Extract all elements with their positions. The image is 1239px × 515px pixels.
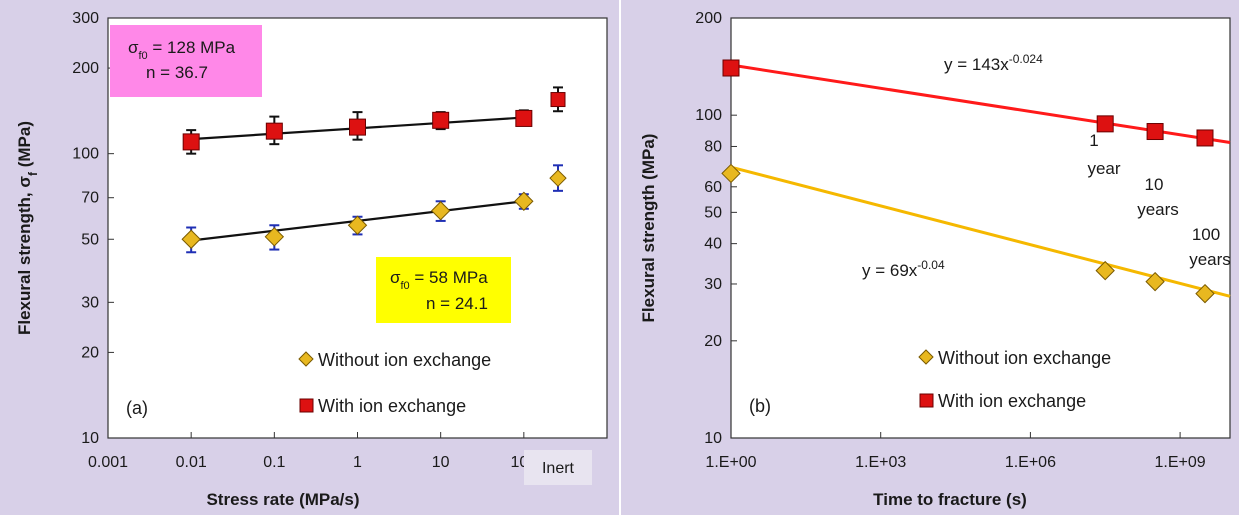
- panel-b-y-tick-label: 60: [704, 179, 722, 196]
- panel-a-x-tick-label: 0.001: [88, 454, 128, 471]
- panel-a-inert-point-with: [550, 92, 566, 108]
- panel-b-legend-label-without: Without ion exchange: [938, 348, 1111, 368]
- panel-b-y-tick-label: 20: [704, 333, 722, 350]
- panel-b-y-tick-label: 50: [704, 204, 722, 221]
- panel-b-legend: Without ion exchange With ion exchange: [918, 348, 1111, 411]
- panel-a-legend-square-icon: [299, 398, 314, 413]
- yellow-box-line-1: σf0 = 58 MPa: [390, 268, 488, 292]
- panel-b-y-tick-label: 200: [695, 10, 722, 27]
- panel-a-label: (a): [126, 398, 148, 418]
- panel-b-point-with-ion-exchange: [1146, 123, 1164, 141]
- panel-a-marks: [181, 86, 567, 254]
- panel-b-legend-diamond-icon: [918, 349, 934, 365]
- panel-a-point-without-ion-exchange: [430, 201, 451, 221]
- panel-b-legend-square-icon: [919, 393, 934, 408]
- panel-a-y-tick-label: 20: [81, 344, 99, 361]
- panel-b-point-without-ion-exchange: [1095, 260, 1115, 281]
- panel-a-legend-label-with: With ion exchange: [318, 396, 466, 416]
- panel-a-point-with-ion-exchange: [182, 133, 200, 151]
- panel-b-x-tick-label: 1.E+03: [855, 454, 906, 471]
- panel-b-x-tick-label: 1.E+00: [705, 454, 756, 471]
- panel-a-y-tick-label: 10: [81, 430, 99, 447]
- annotation-10-years-number: 10: [1145, 175, 1164, 194]
- panel-b-label: (b): [749, 396, 771, 416]
- panel-a-y-axis-title-main: Flexural strength, σ: [15, 176, 34, 335]
- panel-a-point-without-ion-exchange: [514, 191, 534, 211]
- panel-b-point-with-ion-exchange: [1196, 129, 1214, 147]
- panel-b-y-tick-label: 40: [704, 236, 722, 253]
- panel-a-point-without-ion-exchange: [181, 229, 201, 249]
- red-series-parameter-box: [110, 25, 262, 97]
- panel-a-inert-point-without: [549, 169, 567, 187]
- annotation-1-year-number: 1: [1089, 131, 1098, 150]
- panel-a-y-axis-title-sub: f: [26, 171, 40, 176]
- panel-a-y-axis-title: Flexural strength, σf (MPa): [15, 121, 40, 335]
- panel-b-point-with-ion-exchange: [1096, 115, 1114, 133]
- panel-a-point-with-ion-exchange: [515, 109, 533, 127]
- annotation-100-years-unit: years: [1189, 250, 1231, 269]
- panel-b-y-axis-title: Flexural strength (MPa): [639, 134, 658, 323]
- panel-b-y-tick-label: 80: [704, 138, 722, 155]
- panel-b-marks: [721, 59, 1231, 304]
- panel-a-x-tick-label: 1: [353, 454, 362, 471]
- annotation-100-years-number: 100: [1192, 225, 1220, 244]
- panel-b-red-fit-equation: y = 143x-0.024: [944, 52, 1043, 74]
- panel-a-point-with-ion-exchange: [349, 118, 366, 136]
- panel-b-fit-line-without: [730, 165, 1231, 298]
- panel-b-axes: 1.E+00 1.E+03 1.E+06 1.E+09 10 20 30 40 50 60 80 10…: [695, 10, 1205, 471]
- panel-a-y-axis-title-unit: (MPa): [15, 121, 34, 172]
- panel-a-x-tick-label: 0.1: [263, 454, 285, 471]
- panel-b-legend-label-with: With ion exchange: [938, 391, 1086, 411]
- panel-a-y-tick-label: 200: [72, 60, 99, 77]
- panel-a-y-tick-label: 50: [81, 231, 99, 248]
- panel-a-x-axis-title: Stress rate (MPa/s): [206, 490, 359, 509]
- red-box-line-2: n = 36.7: [146, 63, 208, 82]
- panel-a-x-tick-label: 0.01: [176, 454, 207, 471]
- panel-b-y-tick-label: 100: [695, 107, 722, 124]
- panel-b-x-tick-label: 1.E+09: [1155, 454, 1206, 471]
- panel-a-y-tick-label: 30: [81, 294, 99, 311]
- annotation-10-years-unit: years: [1137, 200, 1179, 219]
- panel-b-y-tick-label: 30: [704, 276, 722, 293]
- panel-a-y-tick-label: 100: [72, 146, 99, 163]
- panel-b-plot-area: [730, 17, 1231, 439]
- panel-b-point-with-ion-exchange: [722, 59, 740, 77]
- panel-a-y-tick-label: 70: [81, 190, 99, 207]
- panel-b-point-without-ion-exchange: [1145, 271, 1165, 292]
- panel-a-legend-label-without: Without ion exchange: [318, 350, 491, 370]
- panel-a-inert-tick-label: Inert: [542, 460, 575, 477]
- panel-a-legend: Without ion exchange With ion exchange: [298, 350, 491, 416]
- annotation-1-year-unit: year: [1087, 159, 1120, 178]
- panel-a-x-tick-label: 10: [432, 454, 450, 471]
- panel-b-x-axis-title: Time to fracture (s): [873, 490, 1027, 509]
- panel-a-point-with-ion-exchange: [432, 111, 450, 129]
- panel-b-x-tick-label: 1.E+06: [1005, 454, 1056, 471]
- panel-b-yellow-fit-equation: y = 69x-0.04: [862, 258, 945, 280]
- panel-a-legend-diamond-icon: [298, 351, 314, 367]
- inert-label-box: [524, 450, 592, 485]
- yellow-series-parameter-box: [376, 257, 511, 323]
- yellow-box-line-2: n = 24.1: [426, 294, 488, 313]
- panel-b-y-tick-label: 10: [704, 430, 722, 447]
- panel-a-y-tick-label: 300: [72, 10, 99, 27]
- panel-a-point-without-ion-exchange: [264, 227, 285, 247]
- panel-a-point-without-ion-exchange: [347, 215, 368, 235]
- red-box-line-1: σf0 = 128 MPa: [128, 38, 236, 62]
- panel-a-point-with-ion-exchange: [265, 122, 283, 140]
- panel-b-point-without-ion-exchange: [721, 163, 741, 184]
- panel-b-point-without-ion-exchange: [1195, 283, 1215, 304]
